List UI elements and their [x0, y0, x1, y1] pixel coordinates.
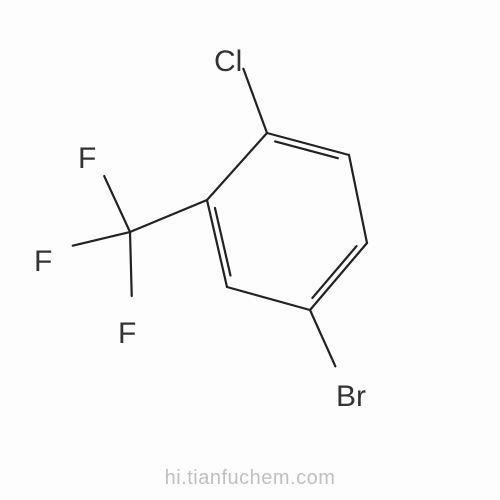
atom-label-br: Br — [336, 380, 366, 414]
atom-label-f-bottom: F — [118, 317, 136, 351]
watermark-text: hi.tianfuchem.com — [0, 467, 500, 490]
molecule-canvas: Cl Br F F F hi.tianfuchem.com — [0, 0, 500, 500]
atom-label-f-top: F — [78, 142, 96, 176]
atom-label-f-left: F — [34, 245, 52, 279]
molecule-svg — [0, 0, 500, 500]
atom-label-cl: Cl — [214, 45, 242, 79]
